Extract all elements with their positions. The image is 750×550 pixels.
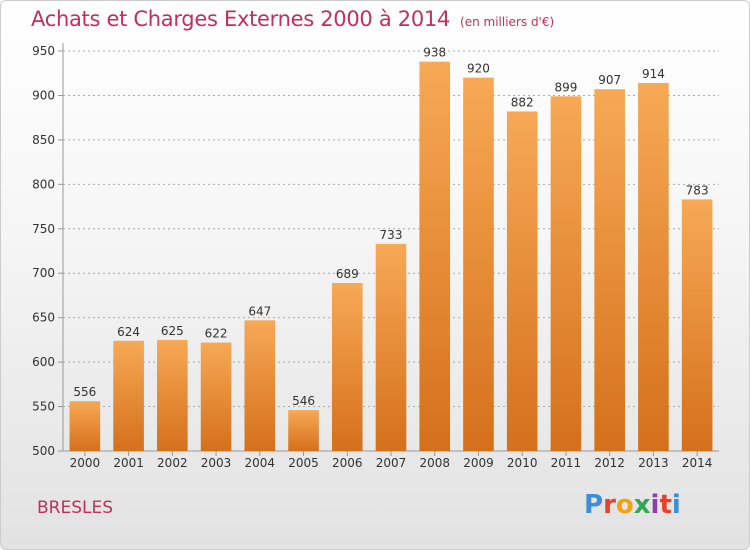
- bar: [594, 89, 625, 451]
- x-tick-label: 2002: [157, 456, 188, 470]
- data-label: 624: [117, 325, 140, 339]
- x-tick-label: 2012: [594, 456, 625, 470]
- bar: [200, 342, 232, 451]
- logo-letter: o: [615, 490, 634, 520]
- data-label: 546: [292, 394, 315, 408]
- data-label: 556: [73, 385, 96, 399]
- y-tick-label: 950: [32, 44, 55, 58]
- logo-letter: P: [584, 490, 604, 520]
- y-tick-label: 800: [32, 177, 55, 191]
- data-label: 882: [511, 95, 534, 109]
- y-tick-label: 550: [32, 400, 55, 414]
- y-tick-label: 650: [32, 311, 55, 325]
- x-tick-label: 2004: [245, 456, 276, 470]
- x-tick-label: 2009: [463, 456, 494, 470]
- chart-subtitle: (en milliers d'€): [460, 15, 555, 29]
- x-tick-label: 2007: [376, 456, 407, 470]
- chart-title: Achats et Charges Externes 2000 à 2014 (e…: [31, 7, 554, 31]
- logo-letter: t: [659, 490, 672, 520]
- data-label: 625: [161, 324, 184, 338]
- x-tick-label: 2008: [419, 456, 450, 470]
- logo-letter: i: [650, 490, 660, 520]
- x-tick-label: 2011: [551, 456, 582, 470]
- y-tick-label: 500: [32, 444, 55, 458]
- data-label: 647: [248, 304, 271, 318]
- bar: [375, 243, 407, 451]
- x-tick-label: 2010: [507, 456, 538, 470]
- bar: [113, 340, 144, 451]
- bar: [463, 77, 494, 452]
- logo-letter: i: [671, 490, 681, 520]
- x-tick-label: 2003: [201, 456, 232, 470]
- data-label: 783: [686, 183, 709, 197]
- y-tick-label: 750: [32, 222, 55, 236]
- bar: [550, 96, 582, 451]
- data-label: 914: [642, 67, 665, 81]
- data-label: 689: [336, 267, 359, 281]
- labels: 500 550 600 650 700 750 800 850 900 950 556 2000 624…: [32, 44, 712, 470]
- data-label: 899: [554, 80, 577, 94]
- data-label: 920: [467, 62, 490, 76]
- logo-letter: x: [633, 490, 651, 520]
- y-tick-label: 700: [32, 266, 55, 280]
- chart-title-text: Achats et Charges Externes 2000 à 2014: [31, 7, 451, 31]
- x-tick-label: 2001: [113, 456, 144, 470]
- data-label: 938: [423, 46, 446, 60]
- place-name: BRESLES: [37, 498, 114, 518]
- bar: [157, 339, 188, 451]
- x-tick-label: 2005: [288, 456, 319, 470]
- data-label: 622: [205, 327, 228, 341]
- bar: [681, 199, 713, 451]
- bar: [69, 401, 101, 451]
- bar: [288, 410, 319, 451]
- bar: [244, 320, 276, 451]
- data-label: 907: [598, 73, 621, 87]
- x-tick-label: 2000: [70, 456, 101, 470]
- y-tick-label: 600: [32, 355, 55, 369]
- bars: [69, 61, 713, 452]
- bar: [638, 83, 669, 451]
- bar: [331, 283, 363, 451]
- logo-letter: r: [603, 490, 616, 520]
- y-tick-label: 850: [32, 133, 55, 147]
- proxiti-logo: Proxiti: [584, 490, 681, 520]
- x-tick-label: 2014: [682, 456, 713, 470]
- data-label: 733: [380, 228, 403, 242]
- x-tick-label: 2013: [638, 456, 669, 470]
- x-tick-label: 2006: [332, 456, 363, 470]
- y-tick-label: 900: [32, 88, 55, 102]
- bar: [419, 61, 451, 452]
- bar: [506, 111, 538, 451]
